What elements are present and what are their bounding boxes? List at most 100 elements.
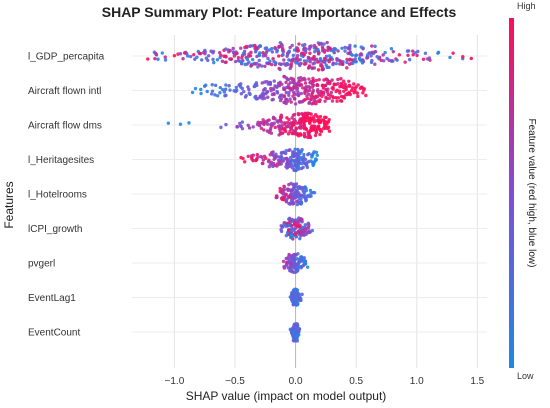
shap-point	[373, 62, 377, 66]
shap-point	[269, 86, 273, 91]
shap-point	[347, 90, 352, 95]
shap-point	[344, 93, 348, 97]
shap-point	[250, 157, 254, 161]
shap-point	[288, 97, 292, 101]
shap-point	[289, 233, 293, 237]
shap-point	[288, 126, 293, 130]
shap-point	[287, 49, 291, 53]
shap-point	[253, 95, 257, 99]
shap-point	[285, 197, 289, 202]
shap-point	[296, 111, 301, 116]
shap-point	[295, 53, 300, 58]
shap-point	[264, 120, 269, 124]
shap-point	[239, 155, 243, 160]
shap-point	[306, 221, 311, 225]
shap-point	[284, 233, 289, 238]
x-axis-label: SHAP value (impact on model output)	[186, 389, 387, 403]
shap-point	[283, 128, 287, 132]
shap-point	[411, 53, 415, 57]
shap-point	[234, 85, 239, 90]
shap-point	[235, 88, 239, 93]
shap-point	[236, 55, 241, 60]
shap-point	[288, 155, 293, 160]
colorbar-low-label: Low	[517, 371, 534, 381]
shap-point	[316, 68, 321, 72]
shap-point	[365, 56, 369, 60]
shap-point	[322, 78, 326, 82]
shap-point	[291, 297, 295, 302]
shap-point	[294, 127, 298, 131]
shap-point	[352, 90, 356, 95]
shap-point	[451, 51, 455, 55]
colorbar-label: Feature value (red high, blue low)	[526, 119, 537, 268]
shap-point	[192, 53, 196, 57]
chart-title: SHAP Summary Plot: Feature Importance an…	[102, 4, 457, 20]
x-tick-label: −1.0	[165, 376, 185, 387]
shap-point	[353, 57, 357, 61]
shap-point	[314, 130, 318, 135]
shap-point	[331, 87, 335, 91]
shap-point	[291, 57, 295, 62]
shap-point	[228, 88, 232, 92]
shap-point	[311, 78, 315, 83]
shap-point	[329, 90, 334, 95]
shap-point	[250, 57, 255, 62]
shap-point	[288, 86, 293, 90]
shap-point	[421, 57, 426, 61]
shap-point	[303, 262, 308, 266]
shap-point	[246, 123, 250, 127]
shap-point	[343, 49, 347, 53]
shap-point	[327, 117, 331, 122]
shap-point	[256, 65, 260, 69]
shap-point	[330, 99, 335, 103]
shap-point	[279, 224, 283, 228]
shap-point	[262, 154, 267, 159]
shap-point	[270, 50, 275, 54]
shap-point	[223, 87, 228, 91]
shap-point	[279, 94, 283, 98]
shap-point	[209, 92, 214, 96]
shap-point	[296, 58, 300, 63]
shap-point	[287, 118, 291, 122]
shap-point	[322, 59, 327, 64]
shap-point	[211, 51, 215, 55]
y-axis-label: Features	[2, 181, 16, 228]
feature-label: pvgerl	[28, 259, 55, 270]
shap-point	[312, 160, 316, 164]
shap-point	[293, 147, 297, 151]
shap-point	[265, 90, 270, 94]
shap-point	[254, 158, 259, 162]
shap-point	[279, 115, 284, 119]
shap-point	[294, 269, 299, 274]
feature-label: EventLag1	[28, 293, 76, 304]
shap-point	[256, 155, 260, 159]
shap-point	[299, 233, 303, 238]
shap-point	[292, 86, 296, 90]
shap-point	[316, 88, 320, 92]
shap-point	[293, 158, 298, 163]
shap-point	[211, 57, 215, 62]
shap-point	[397, 53, 402, 57]
shap-point	[261, 158, 266, 162]
shap-point	[335, 88, 339, 92]
shap-point	[279, 227, 283, 232]
shap-point	[327, 54, 332, 58]
shap-point	[217, 51, 222, 55]
shap-point	[262, 128, 266, 132]
shap-point	[277, 44, 281, 49]
shap-point	[290, 116, 294, 120]
feature-label: EventCount	[28, 328, 80, 339]
shap-point	[297, 216, 301, 220]
shap-point	[269, 122, 273, 127]
shap-point	[345, 66, 349, 70]
shap-point	[278, 118, 283, 123]
shap-point	[205, 89, 209, 94]
shap-point	[407, 49, 411, 53]
shap-point	[320, 94, 324, 99]
shap-point	[238, 121, 242, 126]
shap-point	[308, 51, 312, 55]
shap-point	[284, 149, 288, 153]
feature-label: Aircraft flown intl	[28, 86, 101, 97]
shap-point	[300, 217, 304, 222]
shap-point	[176, 52, 180, 56]
